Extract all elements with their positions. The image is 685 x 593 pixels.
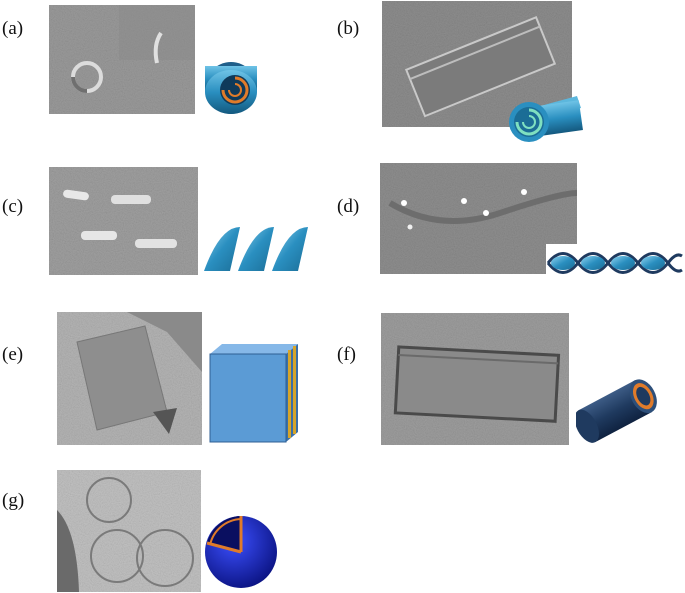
micrograph-f bbox=[381, 313, 569, 445]
panel-label-e: (e) bbox=[2, 344, 24, 365]
panel-label-c: (c) bbox=[2, 196, 24, 217]
panel-label-a: (a) bbox=[2, 18, 24, 39]
micrograph-e bbox=[57, 312, 202, 445]
micrograph-c bbox=[49, 167, 198, 275]
panel-label-d: (d) bbox=[337, 196, 360, 217]
stacked-sheets-schematic-e bbox=[208, 342, 300, 444]
hollow-cylinder-schematic-f bbox=[576, 367, 670, 447]
vesicle-sphere-schematic-g bbox=[202, 513, 280, 591]
micrograph-d bbox=[380, 163, 577, 274]
rolled-sheet-schematic-b bbox=[503, 78, 583, 148]
rolled-sheet-schematic-a bbox=[199, 56, 263, 118]
micrograph-a bbox=[49, 5, 195, 114]
panel-label-g: (g) bbox=[2, 490, 25, 511]
panel-label-b: (b) bbox=[337, 18, 360, 39]
micrograph-g bbox=[57, 470, 201, 592]
twisted-ribbon-schematic-c bbox=[200, 225, 310, 273]
helix-schematic-d bbox=[546, 244, 684, 282]
panel-label-f: (f) bbox=[337, 344, 356, 365]
